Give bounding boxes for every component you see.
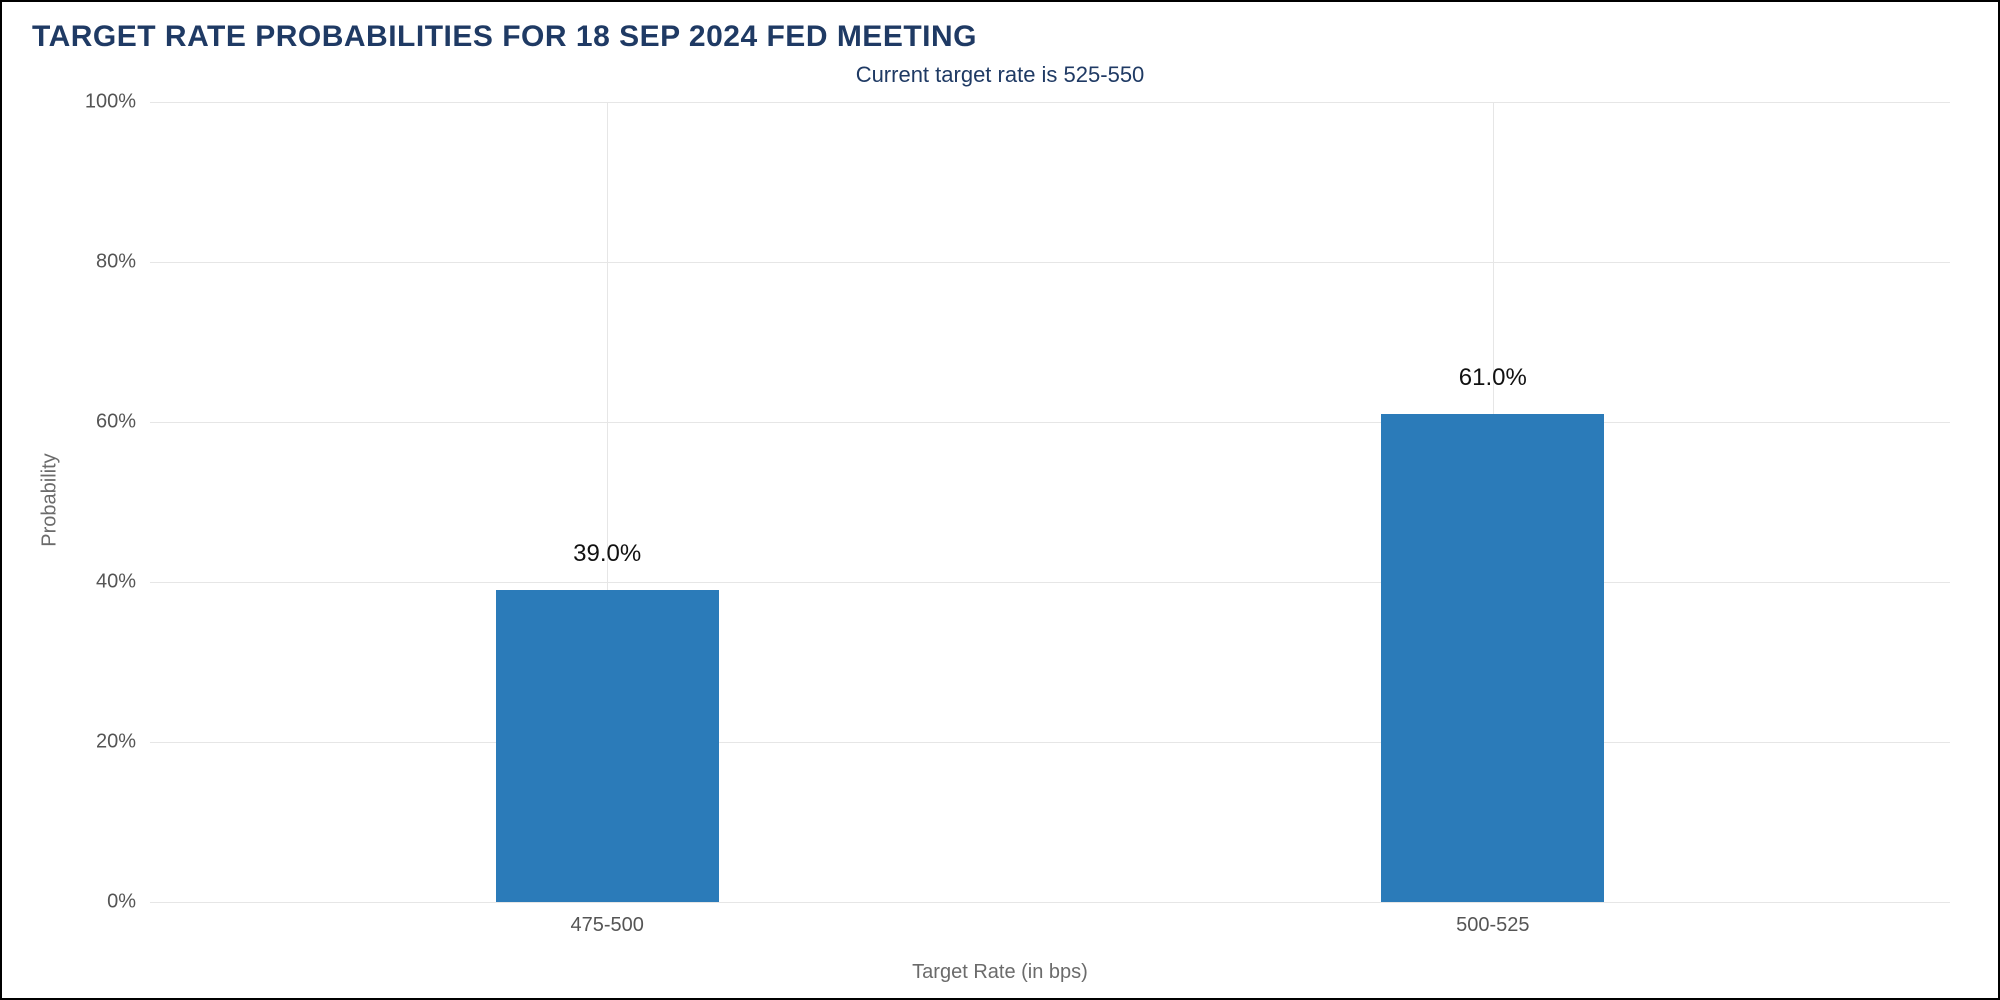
- y-tick-label: 40%: [96, 571, 136, 594]
- bar: [1381, 414, 1604, 902]
- y-tick-label: 100%: [85, 91, 136, 114]
- gridline-y: [150, 262, 1950, 263]
- x-tick-label: 475-500: [570, 914, 643, 937]
- chart-title: TARGET RATE PROBABILITIES FOR 18 SEP 202…: [32, 20, 977, 54]
- y-axis-title: Probability: [39, 453, 62, 546]
- bar: [496, 590, 719, 902]
- gridline-y: [150, 422, 1950, 423]
- x-tick-label: 500-525: [1456, 914, 1529, 937]
- bar-value-label: 61.0%: [1459, 364, 1527, 392]
- bar-value-label: 39.0%: [573, 540, 641, 568]
- plot-inner: 0%20%40%60%80%100%475-50039.0%500-52561.…: [150, 102, 1950, 902]
- y-tick-label: 60%: [96, 411, 136, 434]
- chart-subtitle: Current target rate is 525-550: [2, 62, 1998, 88]
- chart-frame: TARGET RATE PROBABILITIES FOR 18 SEP 202…: [0, 0, 2000, 1000]
- y-tick-label: 80%: [96, 251, 136, 274]
- x-axis-title: Target Rate (in bps): [912, 961, 1088, 984]
- y-tick-label: 0%: [107, 891, 136, 914]
- gridline-y: [150, 902, 1950, 903]
- y-tick-label: 20%: [96, 731, 136, 754]
- gridline-y: [150, 742, 1950, 743]
- plot-area: 0%20%40%60%80%100%475-50039.0%500-52561.…: [150, 102, 1950, 902]
- gridline-y: [150, 102, 1950, 103]
- gridline-y: [150, 582, 1950, 583]
